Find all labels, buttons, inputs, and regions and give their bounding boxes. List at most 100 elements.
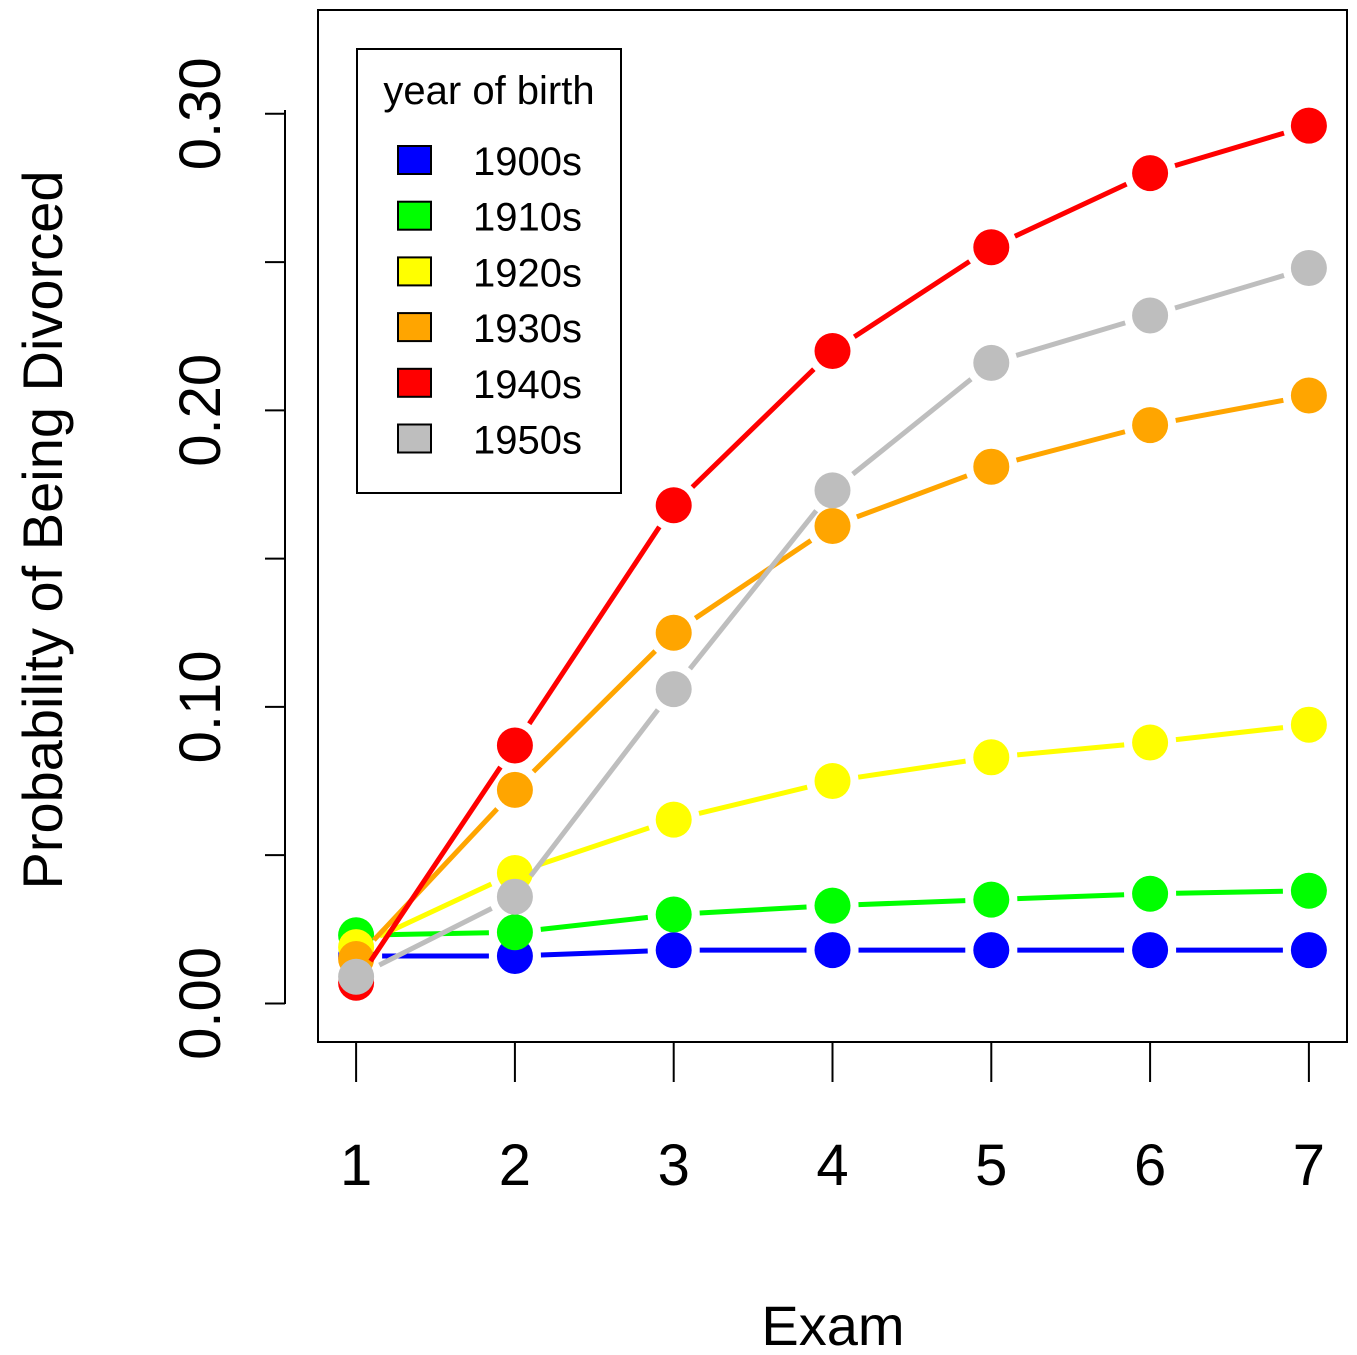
x-tick-label: 7 (1293, 1133, 1325, 1198)
data-point (496, 727, 533, 764)
y-tick-label: 0.00 (168, 947, 233, 1060)
legend-label: 1910s (473, 196, 582, 240)
y-tick-label: 0.20 (168, 354, 233, 467)
x-tick-label: 3 (658, 1133, 690, 1198)
series-line-segment (1176, 888, 1283, 896)
data-point (1290, 932, 1327, 969)
data-point (655, 487, 692, 524)
legend-swatch (397, 256, 432, 287)
legend-label: 1920s (473, 251, 582, 295)
data-point (973, 881, 1010, 918)
legend-swatch (397, 145, 432, 175)
series-line-segment (378, 881, 493, 939)
x-tick-label: 1 (340, 1133, 372, 1198)
series-line-segment (368, 765, 503, 963)
data-point (1132, 932, 1169, 969)
series-line-segment (690, 367, 816, 489)
legend-title: year of birth (383, 69, 594, 113)
data-point (655, 614, 692, 651)
legend-label: 1930s (473, 307, 582, 351)
data-point (496, 914, 533, 951)
series-line-segment (1013, 181, 1128, 239)
series-line-segment (857, 758, 966, 780)
series-1930s (338, 377, 1327, 977)
series-line-segment (699, 904, 807, 916)
data-point (655, 932, 692, 969)
data-point (814, 508, 851, 544)
data-point (1132, 297, 1169, 334)
x-axis-title: Exam (761, 1294, 904, 1355)
x-axis-ticks: 1 2 3 4 5 6 7 (340, 1042, 1325, 1198)
legend-items: 1900s 1910s 1920s 1930s 1940s 1950s (397, 140, 582, 463)
data-point (496, 878, 533, 915)
data-point (814, 932, 851, 969)
data-point (1290, 872, 1327, 909)
series-line-segment (687, 509, 819, 671)
data-point (1132, 407, 1169, 444)
series-line-segment (372, 807, 499, 942)
series-line-segment (1175, 397, 1284, 423)
legend-swatch (397, 200, 432, 231)
data-point (655, 801, 692, 838)
data-point (1132, 155, 1169, 192)
series-line-segment (540, 914, 649, 932)
series-line-segment (851, 377, 973, 477)
x-tick-label: 5 (975, 1133, 1007, 1198)
series-line-segment (531, 649, 657, 774)
y-axis-title: Probability of Being Divorced (11, 170, 74, 889)
series-line-segment (1175, 725, 1284, 743)
data-point (973, 229, 1010, 266)
series-line-segment (538, 825, 650, 868)
data-point (814, 763, 851, 800)
data-point (973, 344, 1010, 381)
series-line-segment (852, 259, 971, 339)
series-line-segment (1017, 892, 1125, 902)
data-point (655, 896, 692, 933)
series-line-segment (527, 525, 662, 726)
series-line-segment (1174, 130, 1285, 169)
data-point (973, 739, 1010, 776)
legend-swatch (397, 367, 432, 398)
data-point (1132, 724, 1169, 761)
series-line-segment (382, 930, 489, 938)
data-point (973, 932, 1010, 969)
legend-label: 1950s (473, 419, 582, 463)
x-tick-label: 4 (816, 1133, 848, 1198)
series-line-segment (698, 784, 808, 816)
series-1950s (338, 250, 1327, 995)
legend-swatch (397, 423, 432, 454)
data-point (814, 472, 851, 509)
series-line-segment (693, 538, 813, 621)
data-point (1132, 875, 1169, 912)
legend: year of birth 1900s1910s1920s1930s1940s1… (356, 48, 622, 494)
legend-swatch (397, 312, 432, 343)
data-point (338, 958, 375, 995)
series-line-segment (858, 898, 966, 908)
series-1920s (338, 706, 1327, 966)
series-line-segment (540, 948, 648, 958)
data-point (1290, 377, 1327, 414)
data-point (814, 887, 851, 924)
data-point (496, 771, 533, 808)
series-line-segment (1174, 273, 1285, 311)
y-axis-ticks: 0.00 0.10 0.20 0.30 (168, 57, 285, 1060)
data-point (973, 448, 1010, 485)
series-layer (338, 107, 1327, 1001)
series-line-segment (528, 708, 660, 878)
legend-label: 1940s (473, 363, 582, 407)
legend-label: 1900s (473, 140, 582, 184)
data-point (814, 333, 851, 370)
y-tick-label: 0.30 (168, 57, 233, 170)
series-line-segment (378, 906, 493, 968)
data-point (1290, 706, 1327, 743)
data-point (1290, 250, 1327, 286)
data-point (1290, 107, 1327, 144)
x-tick-label: 2 (499, 1133, 531, 1198)
data-point (655, 671, 692, 708)
series-line-segment (1016, 742, 1125, 758)
y-tick-label: 0.10 (168, 650, 233, 763)
series-line-segment (1015, 320, 1126, 358)
series-line-segment (1015, 429, 1126, 463)
x-tick-label: 6 (1134, 1133, 1166, 1198)
